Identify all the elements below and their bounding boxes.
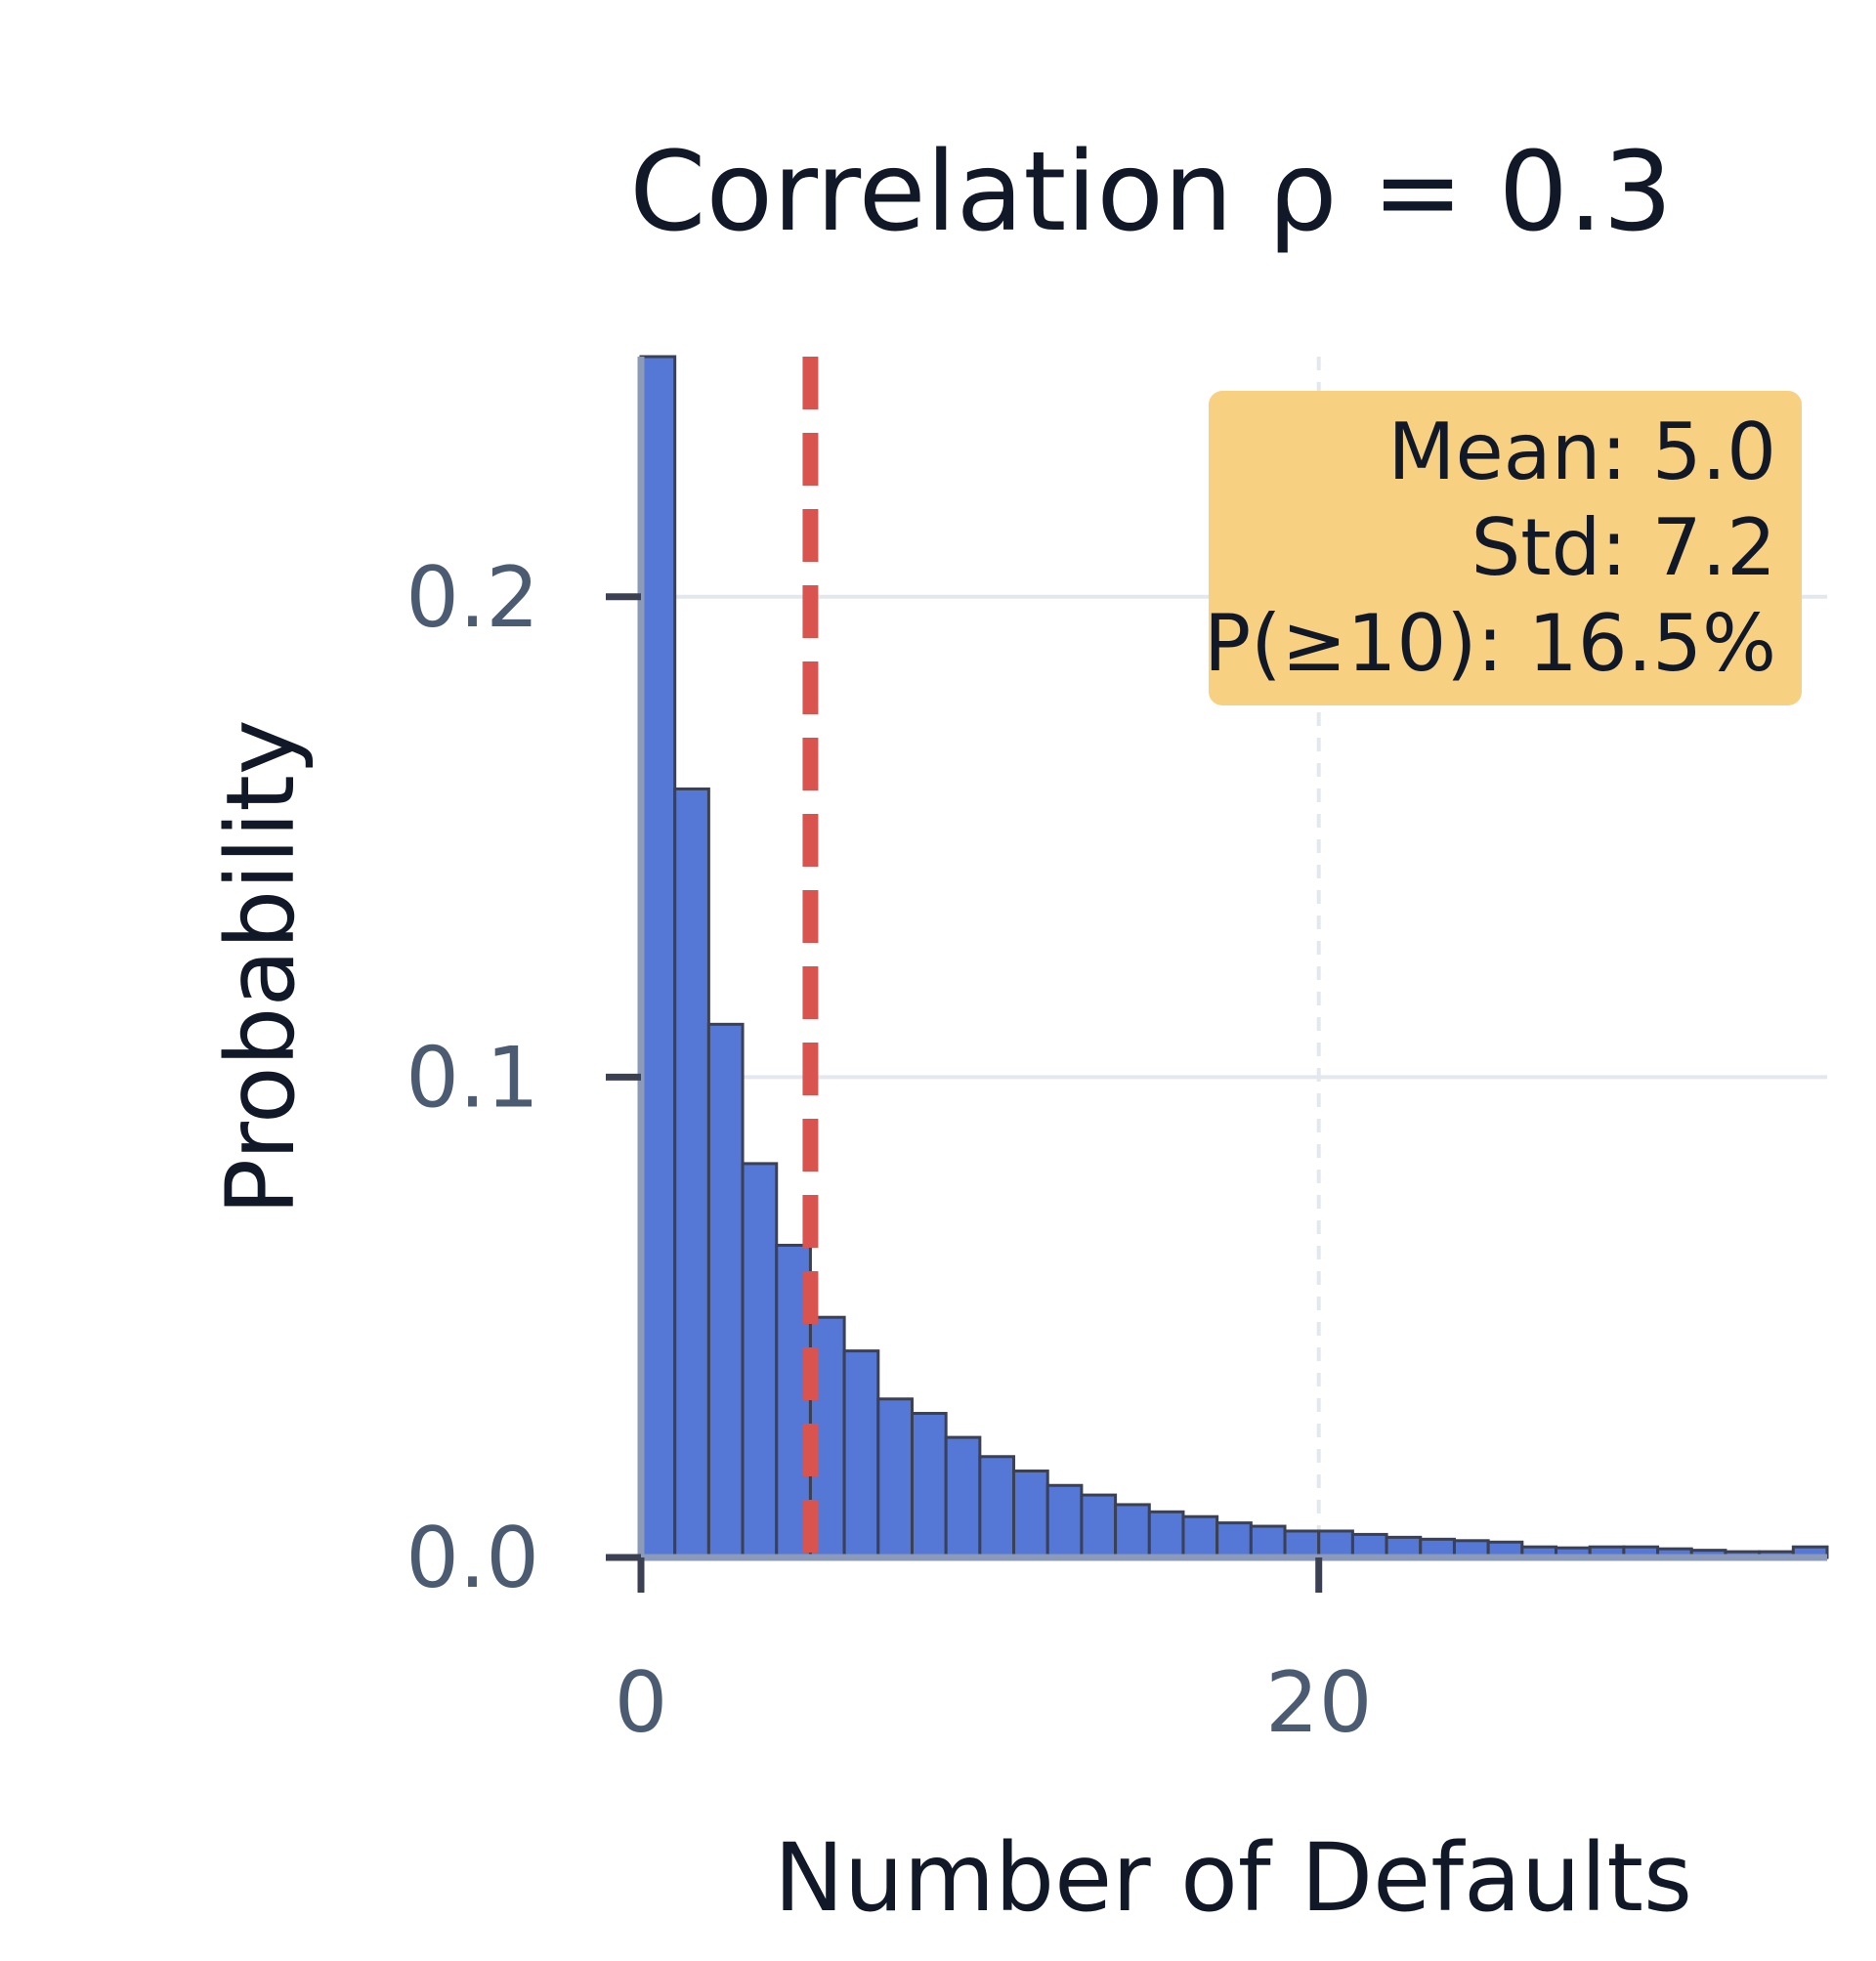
- histogram-bar: [978, 1455, 1016, 1559]
- stats-box: Mean: 5.0 Std: 7.2 P(≥10): 16.5%: [1204, 391, 1802, 705]
- y-tick-label: 0.0: [405, 1510, 539, 1607]
- y-tick-label: 0.2: [405, 549, 539, 647]
- histogram-bar: [1249, 1524, 1287, 1559]
- y-axis-label: Probability: [206, 719, 316, 1215]
- x-tick-label: 0: [615, 1654, 668, 1752]
- histogram-bar: [673, 787, 710, 1559]
- y-tick-label: 0.1: [405, 1029, 539, 1127]
- chart-title: Correlation ρ = 0.3: [629, 129, 1672, 256]
- axis-ticks: 0.0 0.1 0.2 0 20: [405, 549, 1372, 1752]
- stat-std: Std: 7.2: [1471, 502, 1776, 593]
- stat-mean: Mean: 5.0: [1387, 406, 1776, 497]
- histogram-bar: [1350, 1532, 1388, 1559]
- histogram-bar: [1181, 1514, 1219, 1559]
- stats-box-background: [1209, 391, 1802, 705]
- histogram-bar: [639, 355, 677, 1559]
- histogram-bar: [1147, 1510, 1185, 1559]
- axes: [637, 357, 1827, 1561]
- histogram-bars: [639, 355, 1829, 1559]
- histogram-bar: [706, 1022, 745, 1559]
- histogram-bar: [1080, 1493, 1118, 1559]
- histogram-bar: [741, 1162, 779, 1559]
- histogram-bar: [1012, 1470, 1049, 1559]
- x-axis-label: Number of Defaults: [774, 1823, 1692, 1933]
- histogram-bar: [1215, 1521, 1253, 1559]
- x-tick-label: 20: [1265, 1654, 1372, 1752]
- histogram-bar: [842, 1349, 880, 1559]
- histogram-bar: [910, 1412, 948, 1559]
- histogram-bar: [1045, 1483, 1084, 1559]
- histogram-bar: [1114, 1503, 1151, 1559]
- histogram-bar: [944, 1435, 982, 1559]
- histogram-bar: [876, 1397, 914, 1559]
- histogram-bar: [1283, 1529, 1321, 1559]
- stat-tail-probability: P(≥10): 16.5%: [1204, 598, 1776, 689]
- histogram-bar: [1317, 1529, 1354, 1559]
